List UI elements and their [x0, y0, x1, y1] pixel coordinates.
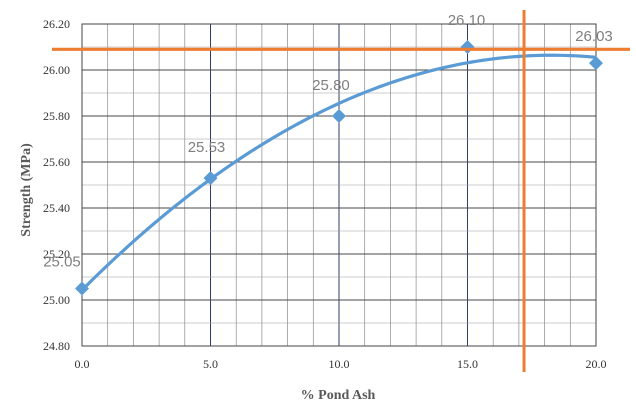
x-tick-label: 5.0	[203, 357, 218, 371]
y-axis-title: Strength (MPa)	[19, 143, 34, 237]
trendline-group	[80, 53, 597, 292]
y-tick-label: 25.20	[43, 247, 70, 261]
reference-lines	[52, 10, 630, 372]
data-point-marker	[460, 40, 475, 54]
data-point-marker	[75, 281, 89, 296]
x-axis-title: % Pond Ash	[301, 388, 376, 403]
data-label: 25.53	[188, 139, 226, 156]
data-markers	[75, 40, 603, 296]
data-label: 25.80	[312, 77, 350, 94]
data-label: 26.10	[448, 12, 486, 29]
x-tick-label: 10.0	[329, 357, 350, 371]
y-tick-label: 25.00	[43, 293, 70, 307]
x-tick-label: 0.0	[75, 357, 90, 371]
chart-grid	[81, 23, 597, 347]
data-point-marker	[332, 109, 346, 123]
y-tick-label: 25.40	[43, 201, 70, 215]
y-tick-label: 24.80	[43, 339, 70, 353]
chart-axes: 0.0 5.0 10.0 15.0 20.0 24.80 25.00 25.20 25.40 25…	[43, 17, 607, 371]
data-label: 26.03	[575, 28, 613, 45]
y-tick-label: 26.00	[43, 63, 70, 77]
data-point-marker	[589, 56, 603, 71]
trendline	[80, 53, 597, 292]
y-tick-label: 25.80	[43, 109, 70, 123]
x-tick-label: 15.0	[457, 357, 478, 371]
plot-frame	[81, 23, 597, 347]
y-tick-label: 26.20	[43, 17, 70, 31]
data-labels: 25.05 25.53 25.80 26.10 26.03	[43, 12, 613, 271]
data-label: 25.05	[43, 254, 81, 271]
x-tick-label: 20.0	[586, 357, 607, 371]
data-point-marker	[203, 171, 218, 186]
y-tick-label: 25.60	[43, 155, 70, 169]
